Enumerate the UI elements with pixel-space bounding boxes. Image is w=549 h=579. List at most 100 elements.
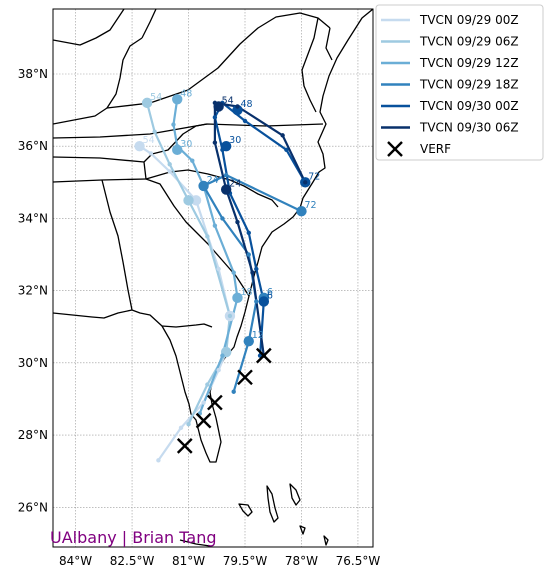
legend-label: TVCN 09/29 00Z [419,13,519,27]
y-tick-label: 36°N [18,139,48,153]
forecast-hour-label: 24 [207,175,219,186]
x-tick-label: 84°W [59,554,92,568]
legend-label: VERF [420,142,451,156]
legend-label: TVCN 09/30 00Z [419,99,519,113]
track-dot [205,382,210,387]
verf-marker [255,347,272,364]
forecast-point [134,141,145,152]
track-dot [246,252,251,257]
track-dot [254,266,259,272]
forecast-point [141,97,153,109]
track-dot [216,266,221,272]
forecast-hour-label: 6 [267,287,273,298]
y-tick-label: 26°N [18,500,48,514]
florida-keys [179,539,211,547]
forecast-point [190,195,202,206]
forecast-point [172,144,183,156]
forecast-hour-label: 30 [180,139,192,150]
track-dot [205,234,210,239]
track-dot [167,169,172,174]
track-dot [186,422,191,427]
x-tick-label: 82.5°W [110,554,155,568]
forecast-point [258,296,270,307]
bahamas-island-4 [299,525,306,535]
forecast-hour-label: 72 [304,200,316,211]
forecast-hour-label: 18 [240,287,252,298]
track-dot [284,147,289,153]
track-dot [212,140,218,145]
track-dot [227,313,233,319]
verf-marker [207,394,223,411]
track-dot [246,230,251,236]
credit-text: UAlbany | Brian Tang [50,528,217,547]
bahamas-island-5 [323,535,329,546]
track-dot [220,353,225,358]
verf-marker [195,412,212,429]
state-border-fl-ga [161,323,213,328]
legend-box [375,4,544,161]
forecast-point [172,94,183,105]
track-dot [201,400,206,405]
bahamas-island-1 [238,503,253,517]
track-dot [171,122,176,127]
y-tick-label: 30°N [18,356,48,370]
track-dot [303,180,308,185]
track-dot [212,223,218,228]
state-border-md-de [325,27,333,61]
track-dot [235,219,240,225]
bahamas-island-3 [289,483,301,506]
forecast-point [296,206,307,217]
legend-label: TVCN 09/29 18Z [419,78,519,92]
legend-label: TVCN 09/29 12Z [419,56,519,70]
track-dot [254,299,259,304]
forecast-point [183,195,194,206]
track-dot [156,458,161,463]
x-tick-label: 79.5°W [223,554,268,568]
forecast-point [198,180,209,192]
chesapeake-bay [301,17,319,113]
x-tick-label: 76.5°W [336,554,381,568]
track-dot [152,129,157,134]
verification-markers [176,347,272,454]
plot-background [53,9,373,547]
geography [53,9,373,547]
forecast-point [220,184,232,195]
forecast-point [220,141,232,152]
us-coastline [53,9,373,463]
state-border-wv-north [141,9,157,39]
forecast-hour-label: 24 [229,179,241,190]
track-dot [178,425,184,431]
forecast-hour-label: 54 [222,95,234,106]
track-dot [167,162,172,167]
forecast-hour-label: 54 [150,92,162,103]
track-dot [212,115,218,120]
x-axis: 84°W 82.5°W 81°W 79.5°W 78°W 76.5°W [59,554,380,568]
x-tick-label: 81°W [172,554,205,568]
forecast-hour-label: 48 [180,88,192,99]
track-line-2 [172,98,239,415]
track-dot [250,270,255,275]
track-dot [280,133,285,138]
state-border-ga-sc [145,178,250,297]
state-border-nc-va [53,123,324,139]
track-dot [148,151,154,156]
bahamas-island-2 [266,485,279,523]
forecast-hour-label: 48 [240,99,252,110]
track-dot [235,104,240,109]
forecast-point [213,101,224,112]
legend: TVCN 09/29 00Z TVCN 09/29 06Z TVCN 09/29 1… [375,4,544,161]
y-tick-label: 38°N [18,67,48,81]
forecast-hour-label: 6 [267,290,273,301]
track-dot [216,367,221,373]
legend-label: TVCN 09/29 06Z [419,35,519,49]
state-border-nc-sc [145,169,279,208]
forecast-point [232,292,243,304]
state-border-oh [53,9,125,46]
state-border-ga-al [101,179,133,311]
y-axis: 26°N 28°N 30°N 32°N 34°N 36°N 38°N [18,67,48,514]
state-border-ky-tn [53,156,145,163]
y-tick-label: 32°N [18,284,48,298]
state-border-va-north [106,12,331,109]
